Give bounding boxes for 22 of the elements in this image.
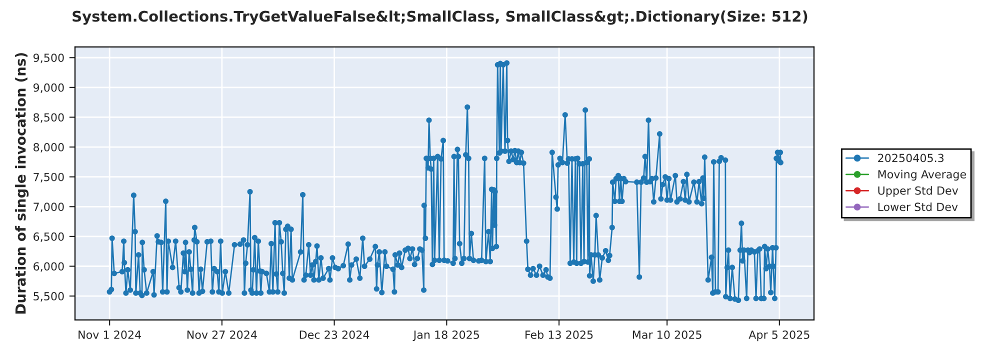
- legend-label: Upper Std Dev: [878, 186, 958, 197]
- x-tick-label: Dec 23 2024: [300, 330, 370, 339]
- legend-label: Moving Average: [878, 170, 966, 181]
- y-axis-title: Duration of single invocation (ns): [15, 53, 29, 314]
- y-tick-label: 8,000: [34, 143, 64, 153]
- x-tick-label: Mar 10 2025: [632, 330, 702, 339]
- chart-title: System.Collections.TryGetValueFalse&lt;SmallClass, SmallClass&gt;.Dictionary(Size: 512): [72, 10, 808, 25]
- x-tick-label: Apr 5 2025: [748, 330, 810, 342]
- x-tick-label: Jan 18 2025: [412, 330, 479, 341]
- y-tick-label: 9,000: [33, 83, 64, 93]
- x-tick-label: Feb 13 2025: [526, 330, 593, 339]
- x-tick-label: Nov 1 2024: [78, 330, 141, 339]
- y-tick-label: 6,000: [34, 262, 64, 272]
- y-tick-label: 9,500: [33, 54, 64, 64]
- y-tick-label: 7,000: [34, 202, 64, 212]
- legend-label: Lower Std Dev: [878, 202, 958, 212]
- y-tick-label: 5,500: [34, 292, 64, 302]
- y-tick-label: 6,500: [34, 232, 64, 242]
- x-tick-label: Nov 27 2024: [187, 330, 257, 339]
- y-tick-label: 7,500: [34, 172, 64, 182]
- legend-label: 20250405.3: [878, 154, 944, 162]
- y-tick-label: 8,500: [34, 113, 64, 123]
